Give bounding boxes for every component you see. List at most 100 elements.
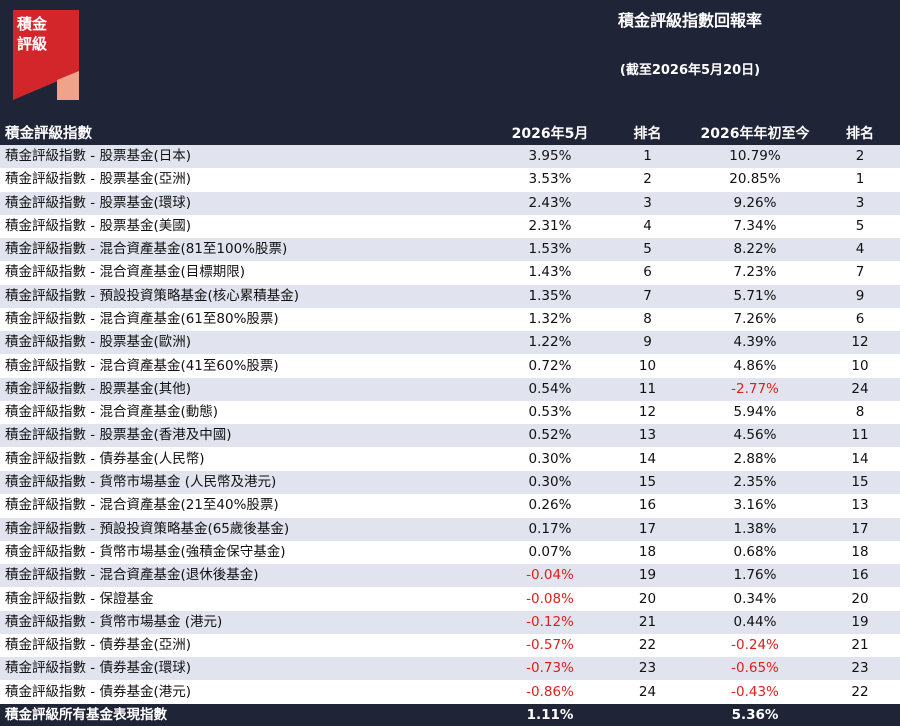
brand-logo-text: 積金 評級 — [17, 14, 61, 54]
rank-ytd: 8 — [855, 404, 865, 421]
may-return: 1.43% — [528, 264, 572, 281]
total-index-name: 積金評級所有基金表現指數 — [5, 707, 167, 723]
rank-ytd: 3 — [855, 194, 865, 211]
total-may-return: 1.11% — [526, 707, 574, 723]
may-return: 1.22% — [528, 334, 572, 351]
report-header: 積金 評級 積金評級指數回報率 (截至2026年5月20日) — [0, 0, 900, 123]
ytd-return: -0.24% — [731, 637, 779, 654]
may-return: 3.53% — [528, 171, 572, 188]
index-name: 積金評級指數 - 混合資產基金(41至60%股票) — [5, 357, 279, 374]
rank-ytd: 11 — [851, 427, 869, 444]
index-name: 積金評級指數 - 混合資產基金(21至40%股票) — [5, 497, 279, 514]
index-name: 積金評級指數 - 混合資產基金(61至80%股票) — [5, 311, 279, 328]
may-return: -0.12% — [526, 613, 574, 630]
rank-may: 11 — [638, 380, 657, 397]
rank-ytd: 1 — [855, 171, 865, 188]
ytd-return: 0.34% — [733, 590, 777, 607]
index-name: 積金評級指數 - 股票基金(歐洲) — [5, 334, 191, 351]
table-row: 積金評級指數 - 股票基金(亞洲) 3.53% 2 20.85% 1 — [0, 168, 900, 192]
rank-ytd: 20 — [851, 590, 869, 607]
column-header-may: 2026年5月 — [511, 126, 589, 142]
rank-may: 16 — [638, 497, 657, 514]
column-header-ytd: 2026年年初至今 — [700, 126, 810, 142]
rank-ytd: 22 — [851, 683, 869, 700]
ytd-return: 1.76% — [733, 567, 777, 584]
table-row: 積金評級指數 - 混合資產基金(退休後基金) -0.04% 19 1.76% 16 — [0, 564, 900, 588]
rank-may: 9 — [643, 334, 652, 351]
table-header-row: 積金評級指數 2026年5月 排名 2026年年初至今 排名 — [0, 123, 900, 145]
table-row: 積金評級指數 - 混合資產基金(21至40%股票) 0.26% 16 3.16% 13 — [0, 494, 900, 518]
may-return: 0.72% — [528, 357, 572, 374]
index-name: 積金評級指數 - 混合資產基金(目標期限) — [5, 264, 245, 281]
index-name: 積金評級指數 - 債券基金(環球) — [5, 660, 191, 677]
index-name: 積金評級指數 - 貨幣市場基金(強積金保守基金) — [5, 543, 286, 560]
may-return: 1.53% — [528, 241, 572, 258]
table-row: 積金評級指數 - 債券基金(港元) -0.86% 24 -0.43% 22 — [0, 680, 900, 704]
ytd-return: 20.85% — [729, 171, 781, 188]
rank-may: 18 — [638, 543, 657, 560]
may-return: 1.35% — [528, 287, 572, 304]
ytd-return: 4.86% — [733, 357, 777, 374]
rank-ytd: 24 — [851, 380, 869, 397]
ytd-return: -0.43% — [731, 683, 779, 700]
index-name: 積金評級指數 - 混合資產基金(81至100%股票) — [5, 241, 288, 258]
may-return: 2.31% — [528, 217, 572, 234]
index-name: 積金評級指數 - 債券基金(人民幣) — [5, 450, 205, 467]
index-name: 積金評級指數 - 股票基金(亞洲) — [5, 171, 191, 188]
rank-may: 10 — [638, 357, 657, 374]
ytd-return: 3.16% — [733, 497, 777, 514]
rank-may: 1 — [643, 148, 652, 164]
table-total-row: 積金評級所有基金表現指數 1.11% 5.36% — [0, 704, 900, 726]
table-row: 積金評級指數 - 預設投資策略基金(核心累積基金) 1.35% 7 5.71% 9 — [0, 284, 900, 308]
index-name: 積金評級指數 - 預設投資策略基金(65歲後基金) — [5, 520, 290, 537]
ytd-return: 5.94% — [733, 404, 777, 421]
index-name: 積金評級指數 - 債券基金(港元) — [5, 683, 191, 700]
table-row: 積金評級指數 - 債券基金(環球) -0.73% 23 -0.65% 23 — [0, 657, 900, 681]
index-name: 積金評級指數 - 股票基金(香港及中國) — [5, 427, 232, 444]
report-title: 積金評級指數回報率 — [617, 11, 762, 30]
column-header-rank-may: 排名 — [633, 126, 662, 142]
table-row: 積金評級指數 - 混合資產基金(81至100%股票) 1.53% 5 8.22% 4 — [0, 238, 900, 262]
table-row: 積金評級指數 - 保證基金 -0.08% 20 0.34% 20 — [0, 587, 900, 611]
table-row: 積金評級指數 - 股票基金(其他) 0.54% 11 -2.77% 24 — [0, 377, 900, 401]
ytd-return: 8.22% — [733, 241, 777, 258]
may-return: -0.86% — [526, 683, 574, 700]
rank-ytd: 5 — [855, 217, 865, 234]
rank-ytd: 10 — [851, 357, 869, 374]
may-return: -0.08% — [526, 590, 574, 607]
may-return: 0.54% — [528, 380, 572, 397]
ytd-return: 1.38% — [733, 520, 777, 537]
table-row: 積金評級指數 - 混合資產基金(目標期限) 1.43% 6 7.23% 7 — [0, 261, 900, 285]
rank-may: 2 — [643, 171, 652, 188]
may-return: -0.04% — [526, 567, 574, 584]
rank-ytd: 18 — [851, 543, 869, 560]
rank-may: 20 — [638, 590, 657, 607]
index-name: 積金評級指數 - 混合資產基金(動態) — [5, 404, 218, 421]
table-row: 積金評級指數 - 債券基金(亞洲) -0.57% 22 -0.24% 21 — [0, 634, 900, 658]
may-return: 2.43% — [528, 194, 572, 211]
ytd-return: 10.79% — [729, 148, 781, 164]
rank-may: 3 — [643, 194, 652, 211]
index-name: 積金評級指數 - 股票基金(環球) — [5, 194, 191, 211]
ytd-return: 0.68% — [733, 543, 777, 560]
ytd-return: -0.65% — [731, 660, 779, 677]
may-return: 0.26% — [528, 497, 572, 514]
rank-may: 23 — [638, 660, 657, 677]
index-name: 積金評級指數 - 貨幣市場基金 (港元) — [5, 613, 223, 630]
rank-ytd: 9 — [855, 287, 865, 304]
may-return: 0.53% — [528, 404, 572, 421]
brand-logo — [13, 10, 79, 100]
rank-ytd: 7 — [855, 264, 865, 281]
table-row: 積金評級指數 - 混合資產基金(動態) 0.53% 12 5.94% 8 — [0, 401, 900, 425]
may-return: -0.73% — [526, 660, 574, 677]
ytd-return: 2.35% — [733, 474, 777, 491]
table-row: 積金評級指數 - 股票基金(日本) 3.95% 1 10.79% 2 — [0, 145, 900, 168]
may-return: 0.30% — [528, 474, 572, 491]
rank-may: 14 — [638, 450, 657, 467]
table-row: 積金評級指數 - 混合資產基金(41至60%股票) 0.72% 10 4.86% 10 — [0, 354, 900, 378]
report-date: (截至2026年5月20日) — [619, 63, 761, 78]
index-name: 積金評級指數 - 股票基金(日本) — [5, 148, 191, 164]
rank-may: 7 — [643, 287, 652, 304]
column-header-index: 積金評級指數 — [5, 126, 92, 142]
